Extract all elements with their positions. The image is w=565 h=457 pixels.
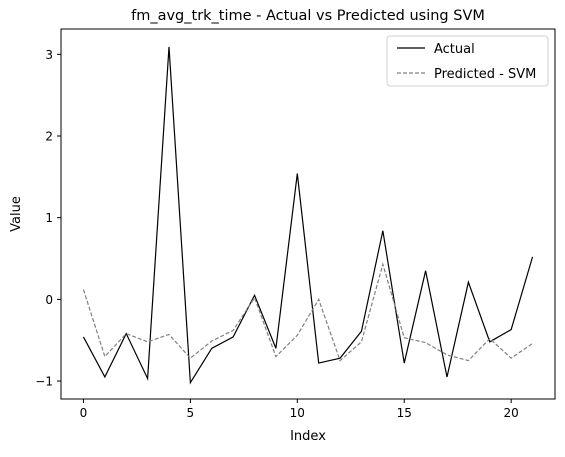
series-line-predicted-svm [82,262,533,362]
legend-box [386,35,549,87]
y-tick-label: −1 [35,375,53,389]
plot-area [60,28,556,400]
y-axis: −1 0 1 2 3 [35,48,61,389]
plot-frame [60,28,556,400]
x-tick-label: 15 [397,406,412,420]
x-tick-label: 20 [504,406,519,420]
x-tick-label: 5 [187,406,195,420]
series-line-actual [82,46,534,385]
y-tick-label: 0 [45,293,53,307]
x-tick-label: 10 [290,406,305,420]
legend-label-actual: Actual [434,42,475,57]
x-axis-label: Index [290,429,326,444]
legend: Actual Predicted - SVM [386,35,549,87]
y-axis-label: Value [9,196,24,232]
y-tick-label: 3 [45,48,53,62]
x-axis: 0 5 10 15 20 [80,399,519,420]
y-tick-label: 1 [45,211,53,225]
x-tick-label: 0 [80,406,88,420]
y-tick-label: 2 [45,129,53,143]
legend-label-predicted: Predicted - SVM [434,67,536,82]
chart-title: fm_avg_trk_time - Actual vs Predicted us… [131,8,485,24]
series-layer [82,46,534,385]
